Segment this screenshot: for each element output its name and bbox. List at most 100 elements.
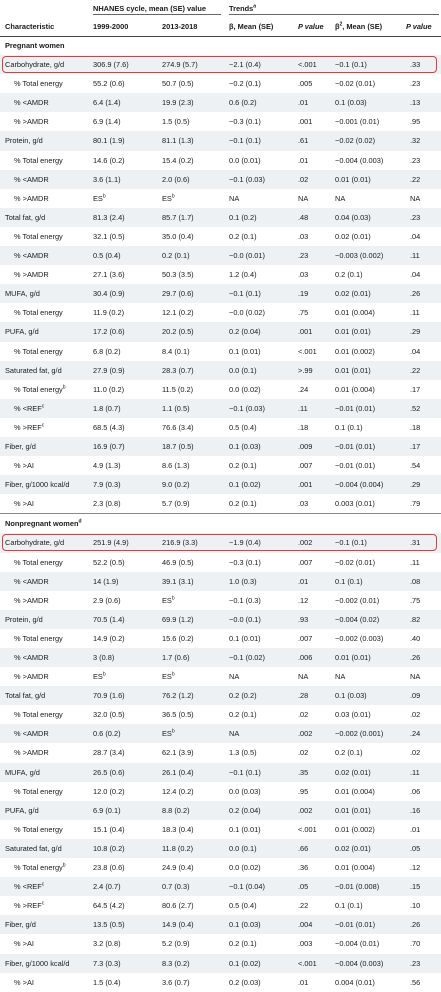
cell-characteristic: Fiber, g/d — [5, 920, 36, 930]
cell-2013: 50.7 (0.5) — [162, 79, 194, 89]
cell-p-value-1: .12 — [298, 595, 309, 605]
table-row: % <AMDR 3 (0.8) 1.7 (0.6) −0.1 (0.02) .006 0.… — [0, 648, 441, 668]
cell-1999: 70.9 (1.6) — [93, 691, 125, 701]
cell-beta2: 0.01 (0.01) — [335, 653, 371, 662]
cell-characteristic: % <AMDR — [14, 174, 49, 184]
cell-beta: 0.1 (0.02) — [229, 958, 261, 968]
cell-beta2: 0.04 (0.03) — [335, 212, 371, 222]
cell-1999: 251.9 (4.9) — [93, 538, 129, 548]
cell-1999: 1.8 (0.7) — [93, 403, 121, 413]
cell-1999: 10.8 (0.2) — [93, 843, 125, 853]
cell-beta2: 0.004 (0.01) — [335, 977, 375, 987]
table-row: % Total energyb 11.0 (0.2) 11.5 (0.2) 0.0 (… — [0, 380, 441, 399]
cell-p-value-2: NA — [410, 193, 421, 203]
cell-beta: −0.1 (0.1) — [229, 289, 261, 299]
cell-beta2: 0.1 (0.03) — [335, 691, 367, 701]
cell-beta: 0.0 (0.1) — [229, 365, 257, 375]
cell-1999: 68.5 (4.3) — [93, 422, 125, 432]
cell-1999: 3.2 (0.8) — [93, 939, 121, 949]
cell-beta: 0.0 (0.03) — [229, 786, 261, 796]
cell-p-value-1: >.99 — [298, 365, 313, 375]
cell-p-value-1: .01 — [298, 98, 309, 108]
table-row: % Total energy 32.0 (0.5) 36.5 (0.5) 0.2 (0… — [0, 705, 441, 724]
cell-2013: 36.5 (0.5) — [162, 710, 194, 720]
cell-2013: 5.2 (0.9) — [162, 939, 190, 949]
cell-beta2: 0.02 (0.01) — [335, 289, 371, 299]
cell-beta2: −0.02 (0.01) — [335, 557, 376, 567]
cell-2013: 8.4 (0.1) — [162, 346, 190, 356]
cell-p-value-1: .19 — [298, 289, 309, 299]
cell-1999: 70.5 (1.4) — [93, 614, 125, 624]
cell-beta: 0.2 (0.1) — [229, 499, 257, 509]
table-row: % >REFc 68.5 (4.3) 76.6 (3.4) 0.5 (0.4) .18 0… — [0, 418, 441, 437]
cell-p-value-2: .33 — [410, 60, 421, 70]
cell-2013: 19.9 (2.3) — [162, 98, 194, 108]
cell-p-value-1: .01 — [298, 977, 309, 987]
cell-characteristic: Total fat, g/d — [5, 212, 46, 222]
cell-2013: 8.6 (1.3) — [162, 461, 190, 471]
header-nhanes-cycle: NHANES cycle, mean (SE) value — [93, 4, 206, 13]
cell-beta2: 0.02 (0.01) — [335, 767, 371, 777]
cell-beta: 0.2 (0.1) — [229, 231, 257, 241]
cell-p-value-2: .23 — [410, 212, 421, 222]
header-cycle-underline — [93, 14, 221, 15]
cell-characteristic: % <AMDR — [14, 729, 49, 739]
cell-p-value-1: .002 — [298, 805, 313, 815]
cell-1999: 14 (1.9) — [93, 576, 119, 586]
table-row: % Total energy 14.9 (0.2) 15.6 (0.2) 0.1 (0… — [0, 629, 441, 648]
cell-beta2: NA — [335, 193, 346, 203]
table-row: MUFA, g/d 26.5 (0.6) 26.1 (0.4) −0.1 (0.1).… — [0, 762, 441, 782]
cell-beta: 0.0 (0.02) — [229, 863, 261, 873]
cell-beta: 0.1 (0.01) — [229, 633, 261, 643]
cell-beta2: −0.01 (0.01) — [335, 403, 376, 413]
cell-characteristic: % <REFc — [14, 881, 45, 892]
cell-p-value-1: .009 — [298, 441, 313, 451]
table-row: % >AMDR ESb ESb NA NA NA NA — [0, 667, 441, 686]
row-highlight-box — [2, 56, 437, 74]
cell-1999: 15.1 (0.4) — [93, 824, 125, 834]
cell-2013: 76.2 (1.2) — [162, 691, 194, 701]
header-beta2: β2, Mean (SE) — [335, 21, 383, 31]
cell-beta: 1.0 (0.3) — [229, 576, 257, 586]
table-row: % Total energy 12.0 (0.2) 12.4 (0.2) 0.0 (0… — [0, 782, 441, 801]
cell-2013: 76.6 (3.4) — [162, 422, 194, 432]
cell-characteristic: Saturated fat, g/d — [5, 365, 62, 375]
cell-beta: −0.1 (0.1) — [229, 767, 261, 777]
cell-p-value-1: .05 — [298, 882, 309, 892]
cell-beta: 0.0 (0.01) — [229, 155, 261, 165]
cell-p-value-1: .11 — [298, 403, 308, 413]
cell-beta2: −0.01 (0.008) — [335, 882, 380, 892]
cell-1999: 64.5 (4.2) — [93, 901, 125, 911]
cell-p-value-2: .95 — [410, 117, 421, 127]
cell-2013: 1.7 (0.6) — [162, 653, 190, 662]
section-header-row: Pregnant women — [0, 36, 441, 55]
cell-p-value-1: .03 — [298, 231, 309, 241]
cell-p-value-2: .11 — [410, 767, 420, 777]
cell-1999: 27.1 (3.6) — [93, 270, 125, 280]
table-row: Total fat, g/d 81.3 (2.4) 85.7 (1.7) 0.1 (0… — [0, 207, 441, 227]
cell-p-value-1: <.001 — [298, 824, 317, 834]
cell-1999: 32.0 (0.5) — [93, 710, 125, 720]
cell-characteristic: Protein, g/d — [5, 614, 43, 624]
cell-characteristic: Fiber, g/d — [5, 441, 36, 451]
cell-p-value-2: .22 — [410, 365, 421, 375]
cell-beta: −0.1 (0.02) — [229, 653, 265, 662]
cell-1999: 1.5 (0.4) — [93, 977, 121, 987]
table-row: % Total energy 11.9 (0.2) 12.1 (0.2) −0.0 (… — [0, 303, 441, 322]
table-row: % >AMDR ESb ESb NA NA NA NA — [0, 189, 441, 208]
cell-p-value-2: .26 — [410, 653, 421, 662]
cell-p-value-2: .02 — [410, 748, 421, 758]
cell-characteristic: Pregnant women — [5, 41, 65, 50]
cell-2013: 18.7 (0.5) — [162, 441, 194, 451]
cell-p-value-2: .75 — [410, 595, 421, 605]
cell-1999: 80.1 (1.9) — [93, 136, 125, 146]
cell-2013: 35.0 (0.4) — [162, 231, 194, 241]
cell-beta2: −0.003 (0.002) — [335, 251, 384, 261]
cell-p-value-2: .17 — [410, 384, 421, 394]
cell-p-value-1: .93 — [298, 614, 309, 624]
cell-characteristic: % Total energy — [14, 155, 63, 165]
cell-1999: 16.9 (0.7) — [93, 441, 125, 451]
cell-p-value-2: .56 — [410, 977, 421, 987]
table-row: % >AMDR 28.7 (3.4) 62.1 (3.9) 1.3 (0.5) .02 0… — [0, 743, 441, 762]
cell-beta2: 0.01 (0.004) — [335, 308, 375, 318]
